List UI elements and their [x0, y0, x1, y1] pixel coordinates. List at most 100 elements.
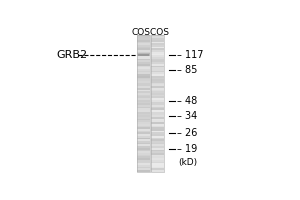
- Bar: [137, 112, 150, 114]
- Bar: [151, 66, 164, 67]
- Text: – 48: – 48: [177, 96, 197, 106]
- Bar: [151, 42, 164, 43]
- Bar: [137, 119, 150, 120]
- Bar: [137, 143, 150, 144]
- Bar: [137, 74, 150, 76]
- Bar: [151, 43, 164, 45]
- Bar: [151, 50, 164, 52]
- Bar: [151, 143, 164, 144]
- Bar: [151, 120, 164, 122]
- Bar: [151, 165, 164, 167]
- Bar: [151, 64, 164, 66]
- Bar: [151, 55, 164, 57]
- Text: GRB2: GRB2: [56, 50, 87, 60]
- Bar: [151, 78, 164, 79]
- Text: – 19: – 19: [177, 144, 197, 154]
- Bar: [137, 163, 150, 165]
- Bar: [137, 102, 150, 103]
- Bar: [151, 158, 164, 160]
- Bar: [137, 72, 150, 74]
- Text: – 117: – 117: [177, 50, 203, 60]
- Bar: [137, 153, 150, 155]
- Bar: [151, 67, 164, 69]
- Bar: [151, 132, 164, 134]
- Bar: [137, 110, 150, 112]
- Bar: [151, 126, 164, 127]
- Bar: [137, 124, 150, 126]
- Bar: [151, 96, 164, 98]
- Bar: [151, 151, 164, 153]
- Bar: [151, 35, 164, 172]
- Bar: [137, 42, 150, 43]
- Bar: [137, 52, 150, 54]
- Bar: [137, 144, 150, 146]
- Bar: [151, 141, 164, 143]
- Bar: [137, 78, 150, 79]
- Bar: [151, 52, 164, 54]
- Bar: [151, 79, 164, 81]
- Bar: [151, 146, 164, 148]
- Bar: [151, 69, 164, 71]
- Bar: [137, 131, 150, 132]
- Bar: [151, 57, 164, 59]
- Bar: [151, 155, 164, 156]
- Bar: [137, 47, 150, 48]
- Bar: [137, 55, 150, 57]
- Bar: [137, 40, 150, 42]
- Bar: [151, 40, 164, 42]
- Bar: [137, 120, 150, 122]
- Bar: [137, 148, 150, 150]
- Bar: [137, 54, 150, 55]
- Bar: [137, 53, 150, 56]
- Bar: [137, 162, 150, 163]
- Bar: [151, 163, 164, 165]
- Bar: [137, 93, 150, 95]
- Bar: [137, 59, 150, 60]
- Bar: [137, 127, 150, 129]
- Bar: [137, 90, 150, 91]
- Bar: [151, 108, 164, 110]
- Bar: [137, 50, 150, 52]
- Bar: [137, 117, 150, 119]
- Bar: [137, 136, 150, 138]
- Bar: [151, 91, 164, 93]
- Bar: [151, 117, 164, 119]
- Bar: [151, 38, 164, 40]
- Bar: [151, 98, 164, 100]
- Bar: [137, 158, 150, 160]
- Bar: [151, 48, 164, 50]
- Bar: [151, 93, 164, 95]
- Bar: [151, 107, 164, 108]
- Text: – 34: – 34: [177, 111, 197, 121]
- Bar: [151, 62, 164, 64]
- Text: (kD): (kD): [178, 158, 197, 167]
- Bar: [137, 64, 150, 66]
- Bar: [151, 115, 164, 117]
- Bar: [151, 110, 164, 112]
- Bar: [137, 134, 150, 136]
- Bar: [151, 90, 164, 91]
- Bar: [151, 76, 164, 78]
- Bar: [137, 146, 150, 148]
- Bar: [137, 79, 150, 81]
- Bar: [137, 170, 150, 172]
- Bar: [137, 165, 150, 167]
- Bar: [151, 47, 164, 48]
- Bar: [137, 167, 150, 168]
- Bar: [151, 88, 164, 90]
- Bar: [137, 36, 150, 38]
- Bar: [137, 48, 150, 50]
- Bar: [151, 59, 164, 60]
- Text: – 26: – 26: [177, 128, 197, 138]
- Bar: [137, 150, 150, 151]
- Bar: [151, 105, 164, 107]
- Bar: [137, 71, 150, 72]
- Bar: [137, 60, 150, 62]
- Bar: [151, 170, 164, 172]
- Bar: [151, 153, 164, 155]
- Bar: [137, 132, 150, 134]
- Bar: [137, 98, 150, 100]
- Bar: [137, 114, 150, 115]
- Bar: [138, 54, 149, 56]
- Bar: [137, 108, 150, 110]
